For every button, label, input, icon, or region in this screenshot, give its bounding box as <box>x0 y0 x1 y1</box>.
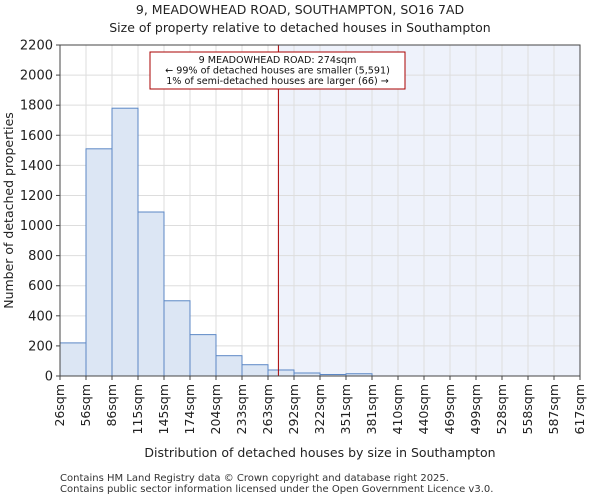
y-tick-label: 1800 <box>20 99 53 114</box>
bar-26sqm <box>59 342 87 377</box>
annotation-box <box>149 51 406 90</box>
annotation-line-1: 9 MEADOWHEAD ROAD: 274sqm <box>199 55 357 66</box>
y-tick-label: 1000 <box>20 219 53 234</box>
x-tick-label: 56sqm <box>78 384 93 427</box>
x-tick-label: 174sqm <box>182 384 197 434</box>
chart-subtitle: Size of property relative to detached ho… <box>109 20 491 35</box>
x-tick-label: 528sqm <box>494 384 509 434</box>
bar-233sqm <box>241 364 269 377</box>
x-tick-label: 233sqm <box>234 384 249 434</box>
x-axis-label: Distribution of detached houses by size … <box>144 445 495 460</box>
x-tick-label: 558sqm <box>520 384 535 434</box>
x-tick-label: 440sqm <box>416 384 431 434</box>
y-tick-label: 800 <box>28 249 53 264</box>
y-tick-label: 0 <box>45 370 53 385</box>
bar-86sqm <box>111 107 139 377</box>
bar-204sqm <box>215 355 243 377</box>
x-tick-label: 322sqm <box>312 384 327 434</box>
chart-area: 0 200 400 600 800 1000 1200 1400 1600 1800 2000 220… <box>1 39 587 461</box>
annotation-line-3: 1% of semi-detached houses are larger (6… <box>166 76 389 87</box>
x-tick-label: 145sqm <box>156 384 171 434</box>
x-tick-label: 204sqm <box>208 384 223 434</box>
x-tick-label: 86sqm <box>104 384 119 427</box>
bar-174sqm <box>189 334 217 377</box>
x-tick-label: 115sqm <box>130 384 145 434</box>
x-tick-label: 410sqm <box>390 384 405 434</box>
y-axis-label: Number of detached properties <box>1 112 16 309</box>
y-tick-label: 400 <box>28 309 53 324</box>
y-tick-label: 200 <box>28 339 53 354</box>
x-tick-label: 617sqm <box>572 384 587 434</box>
chart-title: 9, MEADOWHEAD ROAD, SOUTHAMPTON, SO16 7A… <box>135 2 465 17</box>
bar-263sqm <box>267 369 295 377</box>
bar-145sqm <box>163 300 191 377</box>
footer-line-2: Contains public sector information licen… <box>60 484 494 495</box>
bar-56sqm <box>85 148 113 377</box>
larger-region-shade <box>278 45 580 376</box>
x-tick-label: 469sqm <box>442 384 457 434</box>
bar-115sqm <box>137 211 165 377</box>
x-tick-label: 292sqm <box>286 384 301 434</box>
annotation-line-2: ← 99% of detached houses are smaller (5,… <box>165 66 390 77</box>
footer-line-1: Contains HM Land Registry data © Crown c… <box>60 473 449 484</box>
y-tick-label: 1200 <box>20 189 53 204</box>
x-tick-label: 351sqm <box>338 384 353 434</box>
y-tick-label: 2200 <box>20 39 53 54</box>
x-tick-label: 263sqm <box>260 384 275 434</box>
y-tick-label: 2000 <box>20 69 53 84</box>
x-tick-label: 499sqm <box>468 384 483 434</box>
y-tick-label: 1600 <box>20 129 53 144</box>
y-tick-label: 1400 <box>20 159 53 174</box>
x-tick-label: 587sqm <box>546 384 561 434</box>
x-tick-label: 26sqm <box>52 384 67 427</box>
y-tick-label: 600 <box>28 279 53 294</box>
x-tick-label: 381sqm <box>364 384 379 434</box>
